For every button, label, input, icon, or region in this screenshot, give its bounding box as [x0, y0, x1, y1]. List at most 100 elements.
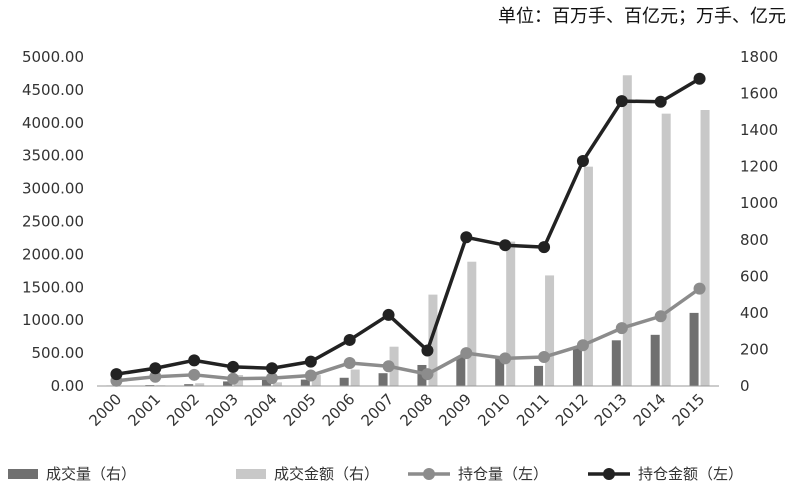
legend-swatch-bar — [8, 469, 38, 479]
point-open-interest-value — [615, 95, 628, 108]
x-tick-label: 2009 — [435, 390, 475, 430]
point-open-interest — [304, 369, 317, 382]
x-tick-label: 2014 — [630, 390, 670, 430]
x-tick-label: 2002 — [163, 390, 203, 430]
y-left-tick-label: 500.00 — [32, 344, 85, 362]
x-tick-label: 2011 — [513, 390, 553, 430]
bar-turnover — [311, 375, 321, 386]
bar-turnover — [506, 241, 516, 386]
bar-volume — [184, 384, 194, 386]
point-open-interest-value — [227, 360, 240, 373]
x-tick-label: 2006 — [319, 390, 359, 430]
bar-turnover — [272, 382, 282, 386]
y-right-tick-label: 0 — [740, 377, 750, 395]
point-open-interest — [499, 352, 512, 365]
point-open-interest — [149, 370, 162, 383]
y-left-tick-label: 3500.00 — [22, 147, 84, 165]
bar-turnover — [428, 294, 438, 386]
point-open-interest — [188, 368, 201, 381]
legend-swatch-marker — [423, 468, 435, 480]
x-tick-label: 2003 — [202, 390, 242, 430]
y-left-tick-label: 1500.00 — [22, 278, 84, 296]
point-open-interest-value — [421, 344, 434, 357]
point-open-interest — [343, 356, 356, 369]
bar-volume — [650, 334, 660, 386]
point-open-interest-value — [304, 355, 317, 368]
bar-volume — [223, 381, 233, 386]
x-tick-label: 2007 — [358, 390, 398, 430]
x-tick-label: 2013 — [591, 390, 631, 430]
x-tick-label: 2008 — [397, 390, 437, 430]
point-open-interest-value — [188, 354, 201, 367]
point-open-interest-value — [693, 72, 706, 85]
bar-turnover — [545, 275, 555, 386]
point-open-interest-value — [460, 231, 473, 244]
legend-label: 成交量（右） — [46, 465, 136, 483]
y-left-tick-label: 4000.00 — [22, 114, 84, 132]
y-right-tick-label: 200 — [740, 340, 769, 358]
legend-label: 持仓金额（左） — [638, 465, 743, 483]
y-right-tick-label: 600 — [740, 267, 769, 285]
y-right-tick-label: 1800 — [740, 48, 778, 66]
bar-turnover — [661, 113, 671, 387]
legend-swatch-marker — [603, 468, 615, 480]
bar-volume — [300, 379, 310, 386]
y-right-tick-label: 1200 — [740, 158, 778, 176]
point-open-interest-value — [654, 95, 667, 108]
point-open-interest-value — [265, 362, 278, 375]
point-open-interest — [382, 360, 395, 373]
y-right-tick-label: 1000 — [740, 194, 778, 212]
point-open-interest-value — [110, 368, 123, 381]
y-left-tick-label: 0.00 — [51, 377, 84, 395]
bar-turnover — [622, 75, 632, 387]
point-open-interest-value — [382, 308, 395, 321]
point-open-interest — [693, 282, 706, 295]
y-left-tick-label: 2500.00 — [22, 213, 84, 231]
y-left-tick-label: 2000.00 — [22, 245, 84, 263]
bar-turnover — [195, 383, 205, 386]
point-open-interest — [576, 339, 589, 352]
point-open-interest — [227, 372, 240, 385]
bar-turnover — [700, 110, 710, 386]
point-open-interest — [265, 372, 278, 385]
bar-turnover — [350, 369, 360, 386]
legend-label: 成交金额（右） — [274, 465, 379, 483]
bar-volume — [495, 356, 505, 386]
line-open-interest — [116, 287, 701, 383]
y-right-tick-label: 1600 — [740, 85, 778, 103]
bar-volume — [339, 377, 349, 386]
bar-turnover — [583, 166, 593, 386]
y-right-tick-label: 400 — [740, 304, 769, 322]
bar-turnover — [467, 261, 477, 386]
y-left-tick-label: 1000.00 — [22, 311, 84, 329]
x-tick-label: 2010 — [474, 390, 514, 430]
point-open-interest — [654, 310, 667, 323]
point-open-interest — [538, 351, 551, 364]
x-tick-label: 2004 — [241, 390, 281, 430]
bar-volume — [378, 373, 388, 386]
point-open-interest-value — [149, 362, 162, 375]
bar-volume — [572, 347, 582, 386]
y-right-tick-label: 1400 — [740, 121, 778, 139]
bar-volume — [534, 365, 544, 386]
point-open-interest — [615, 322, 628, 335]
line-open-interest-value — [116, 77, 701, 376]
point-open-interest-value — [576, 154, 589, 167]
x-tick-label: 2001 — [124, 390, 164, 430]
x-tick-label: 2000 — [86, 390, 126, 430]
bar-volume — [261, 378, 271, 386]
bar-volume — [456, 356, 466, 386]
y-left-tick-label: 4500.00 — [22, 81, 84, 99]
bar-volume — [689, 312, 699, 386]
point-open-interest-value — [343, 333, 356, 346]
y-right-tick-label: 800 — [740, 231, 769, 249]
legend-label: 持仓量（左） — [458, 465, 548, 483]
point-open-interest-value — [538, 241, 551, 254]
unit-label: 单位：百万手、百亿元；万手、亿元 — [498, 6, 786, 27]
y-left-tick-label: 3000.00 — [22, 180, 84, 198]
x-tick-label: 2005 — [280, 390, 320, 430]
x-tick-label: 2015 — [669, 390, 709, 430]
point-open-interest — [460, 347, 473, 360]
point-open-interest — [421, 368, 434, 381]
